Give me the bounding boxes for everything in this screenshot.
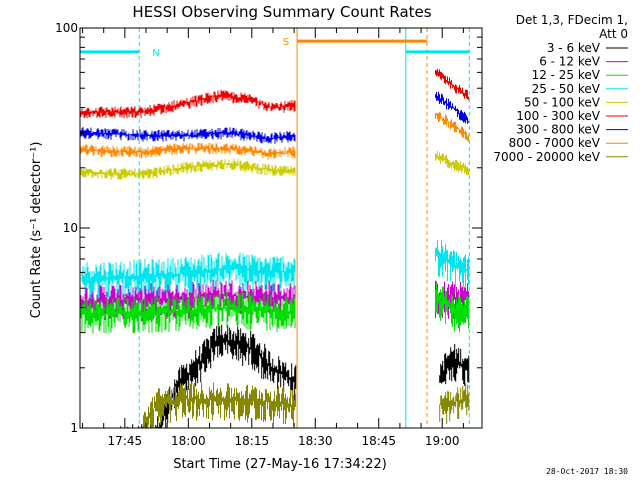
legend-label: 3 - 6 keV [547,41,601,55]
annotation-group: NS [80,28,470,428]
legend-label: 7000 - 20000 keV [493,150,600,164]
x-tick-label: 17:45 [108,434,143,448]
series-trace [79,127,296,144]
mode-label: N [152,48,159,59]
legend-label: 12 - 25 keV [532,68,601,82]
x-axis-label: Start Time (27-May-16 17:34:22) [173,457,387,472]
x-tick-label: 18:15 [235,434,270,448]
y-tick-label: 10 [63,221,78,235]
legend-label: 300 - 800 keV [516,123,600,137]
series-trace [79,89,296,119]
x-axis: 17:45 18:00 18:15 18:30 18:45 19:00 [82,28,464,448]
series-trace [79,158,296,180]
series-300-800-kev [79,91,469,144]
x-tick-label: 18:30 [298,434,333,448]
y-axis-label: Count Rate (s⁻¹ detector⁻¹) [29,142,44,319]
legend-label: 100 - 300 keV [516,109,600,123]
footer-date: 28-Oct-2017 18:30 [546,467,628,476]
legend-label: 800 - 7000 keV [509,136,601,150]
series-trace [439,383,470,424]
series-trace [435,68,469,101]
legend-label: 25 - 50 keV [532,82,601,96]
series-trace [79,142,296,160]
series-trace [439,343,470,386]
x-tick-label: 19:00 [425,434,460,448]
series-trace [435,283,469,333]
series-trace [435,91,469,124]
series-trace [435,111,469,142]
series-trace [435,240,469,289]
series-trace [143,382,296,428]
mode-label: S [283,37,289,48]
detector-header-line-2: Att 0 [599,27,628,41]
x-tick-label: 18:45 [361,434,396,448]
y-tick-label: 100 [55,21,78,35]
legend-label: 50 - 100 keV [524,95,601,109]
detector-header-line-1: Det 1,3, FDecim 1, [516,13,628,27]
series-7000-20000-kev [143,382,470,428]
chart-title: HESSI Observing Summary Count Rates [132,3,431,21]
x-tick-label: 18:00 [171,434,206,448]
series-group [79,68,470,428]
series-trace [435,150,469,176]
y-tick-label: 1 [70,421,78,435]
legend-label: 6 - 12 keV [539,55,601,69]
y-axis: 1 10 100 [55,21,482,435]
series-100-300-kev [79,68,469,119]
